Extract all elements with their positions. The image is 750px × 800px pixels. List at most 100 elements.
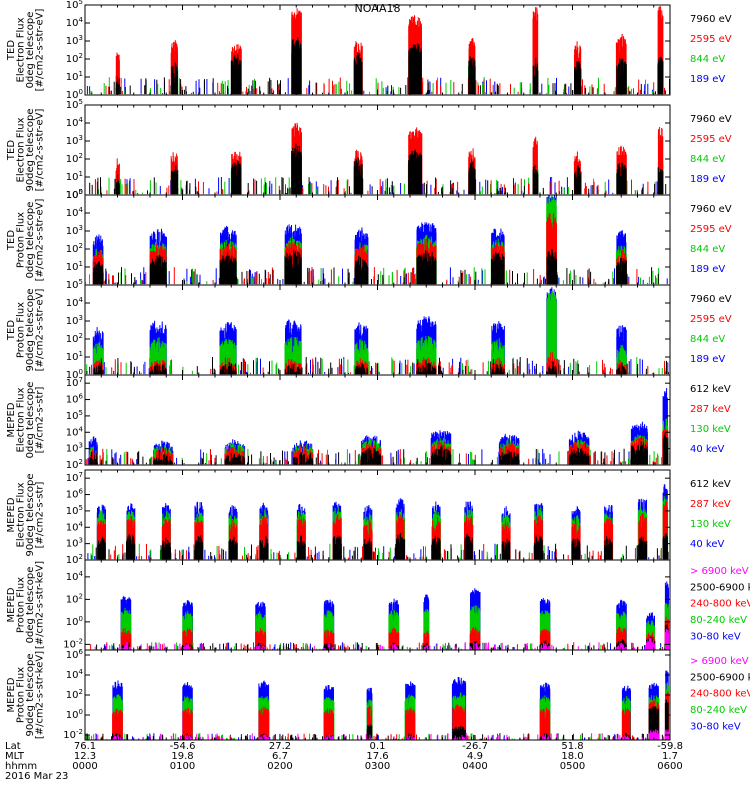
- panel-7-traces: [90, 581, 670, 650]
- x-tick-label: 76.1: [74, 741, 96, 752]
- legend-entry: 30-80 keV: [690, 631, 741, 642]
- legend-entry: 80-240 keV: [690, 615, 747, 626]
- legend-entry: 2595 eV: [690, 34, 732, 45]
- legend-entry: 844 eV: [690, 54, 725, 65]
- trace-30-80-kev: [95, 670, 670, 740]
- y-axis-label: Proton Flux: [16, 577, 27, 633]
- y-axis-label: [#/cm2-s-str-keV]: [35, 651, 46, 739]
- y-tick-label: 105: [66, 0, 83, 11]
- y-tick-label: 104: [66, 570, 84, 583]
- y-axis-label: TED: [6, 140, 17, 161]
- y-axis-label: Electron Flux: [16, 387, 27, 452]
- y-tick-label: 104: [66, 206, 84, 219]
- legend-entry: 2595 eV: [690, 224, 732, 235]
- panel-5-traces: [85, 388, 670, 465]
- y-tick-label: 103: [66, 442, 83, 455]
- y-axis-label: 0deg telescope: [25, 202, 36, 279]
- trace-80-240-kev: [85, 682, 669, 740]
- trace-240-800-kev: [87, 692, 670, 740]
- y-tick-label: 105: [66, 98, 83, 111]
- legend-entry: 287 keV: [690, 404, 731, 415]
- y-tick-label: 104: [66, 520, 84, 533]
- legend-entry: 240-800 keV: [690, 689, 750, 700]
- trace--6900-kev: [88, 729, 670, 740]
- y-tick-label: 100: [66, 188, 83, 201]
- x-tick-label: 0200: [267, 761, 292, 772]
- y-axis-label: [#/cm2-s-str]: [35, 481, 46, 548]
- y-tick-label: 104: [66, 296, 84, 309]
- legend-entry: 189 eV: [690, 174, 725, 185]
- y-axis-label: 0deg telescope: [25, 567, 36, 644]
- y-axis-label: [#/cm2-s-str]: [35, 386, 46, 453]
- x-tick-label: 51.8: [561, 741, 583, 752]
- y-tick-label: 106: [66, 648, 84, 661]
- legend-entry: 189 eV: [690, 264, 725, 275]
- y-axis-label: [#/cm2-s-str-eV]: [35, 289, 46, 372]
- panel-2-traces: [89, 122, 667, 195]
- panel-frame: [84, 649, 671, 741]
- panel-6-traces: [87, 484, 669, 560]
- y-axis-label: 90deg telescope: [25, 473, 36, 556]
- legend-entry: > 6900 keV: [690, 566, 749, 577]
- y-axis-label: 90deg telescope: [25, 653, 36, 736]
- x-row-label: Lat: [5, 741, 21, 752]
- y-axis-label: 90deg telescope: [25, 108, 36, 191]
- trace-612-kev: [95, 533, 669, 560]
- y-axis-label: Proton Flux: [16, 667, 27, 723]
- y-tick-label: 100: [66, 615, 83, 628]
- y-tick-label: 102: [66, 52, 83, 65]
- trace-240-800-kev: [90, 616, 670, 650]
- y-tick-label: 102: [66, 332, 83, 345]
- legend-entry: 844 eV: [690, 244, 725, 255]
- y-axis-label: Electron Flux: [16, 482, 27, 547]
- panel-frame: [84, 194, 671, 286]
- legend-entry: 2595 eV: [690, 314, 732, 325]
- y-axis-label: 90deg telescope: [25, 288, 36, 371]
- y-axis-label: MEPED: [6, 497, 17, 532]
- legend-entry: 130 keV: [690, 424, 731, 435]
- y-tick-label: 103: [66, 34, 83, 47]
- x-tick-label: 19.8: [171, 751, 193, 762]
- legend-entry: 7960 eV: [690, 294, 732, 305]
- y-axis-label: MEPED: [6, 587, 17, 622]
- trace-2595-ev: [92, 212, 657, 285]
- y-axis-label: [#/cm2-s-str-eV]: [35, 199, 46, 282]
- y-tick-label: 105: [66, 504, 83, 517]
- panel-frame: [84, 284, 671, 376]
- legend-entry: 7960 eV: [690, 204, 732, 215]
- y-tick-label: 100: [66, 708, 83, 721]
- trace-844-ev: [86, 291, 666, 375]
- y-tick-label: 105: [66, 409, 83, 422]
- y-axis-label: Proton Flux: [16, 212, 27, 268]
- y-tick-label: 101: [66, 170, 83, 183]
- x-tick-label: -26.7: [462, 741, 488, 752]
- panel-frame: [84, 469, 671, 561]
- y-tick-label: 103: [66, 537, 83, 550]
- x-tick-label: 27.2: [269, 741, 291, 752]
- trace-7960-ev: [89, 143, 667, 195]
- y-tick-label: 102: [66, 458, 83, 471]
- legend-entry: 2500-6900 keV: [690, 582, 750, 593]
- legend-entry: 40 keV: [690, 444, 724, 455]
- trace-130-kev: [90, 496, 669, 560]
- date-label: 2016 Mar 23: [5, 771, 68, 782]
- y-tick-label: 102: [66, 242, 83, 255]
- y-tick-label: 103: [66, 134, 83, 147]
- y-axis-label: TED: [6, 40, 17, 61]
- legend-entry: 189 eV: [690, 354, 725, 365]
- y-axis-label: MEPED: [6, 402, 17, 437]
- legend-entry: 612 keV: [690, 479, 731, 490]
- x-tick-label: 0600: [657, 761, 682, 772]
- y-tick-label: 10-2: [63, 728, 83, 741]
- y-tick-label: 10-2: [63, 637, 83, 650]
- x-tick-label: 0500: [560, 761, 585, 772]
- x-tick-label: 18.0: [561, 751, 583, 762]
- panel-8-traces: [85, 670, 670, 740]
